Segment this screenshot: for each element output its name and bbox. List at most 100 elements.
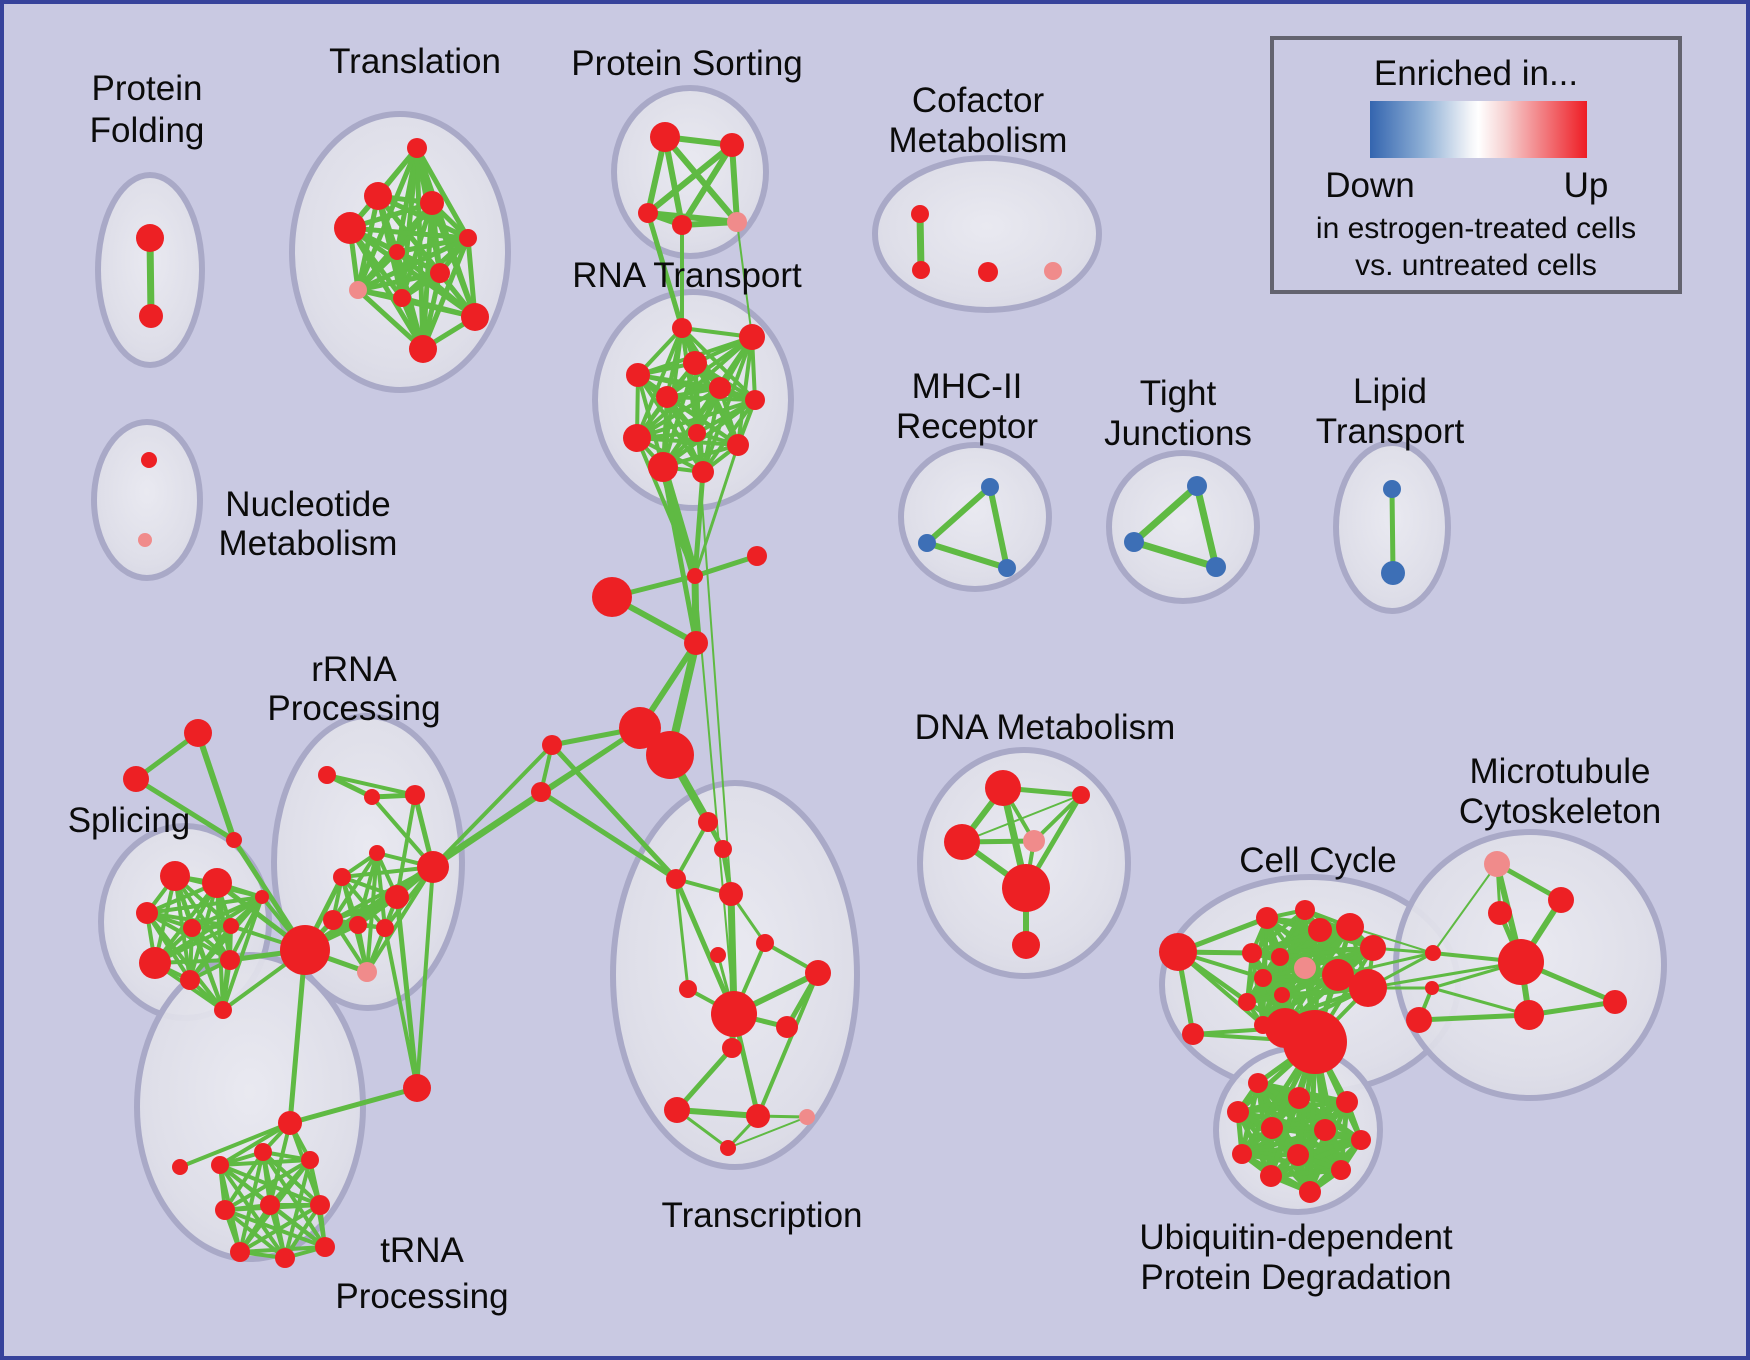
node-cn2[interactable] bbox=[403, 1074, 431, 1102]
node-ps5[interactable] bbox=[727, 212, 747, 232]
node-ub10[interactable] bbox=[1331, 1160, 1351, 1180]
node-x1[interactable] bbox=[184, 719, 212, 747]
node-d6[interactable] bbox=[1012, 931, 1040, 959]
node-hub[interactable] bbox=[280, 925, 330, 975]
node-r2[interactable] bbox=[364, 789, 380, 805]
node-rt10[interactable] bbox=[727, 434, 749, 456]
node-cc3[interactable] bbox=[1256, 907, 1278, 929]
node-s3[interactable] bbox=[136, 902, 158, 924]
node-ps3[interactable] bbox=[638, 203, 658, 223]
node-r1[interactable] bbox=[318, 766, 336, 784]
node-cc6[interactable] bbox=[1336, 913, 1364, 941]
node-rt4[interactable] bbox=[683, 351, 707, 375]
node-cf1[interactable] bbox=[911, 205, 929, 223]
node-tr4[interactable] bbox=[719, 882, 743, 906]
node-s4[interactable] bbox=[183, 919, 201, 937]
node-ub11[interactable] bbox=[1260, 1165, 1282, 1187]
node-tr3[interactable] bbox=[666, 869, 686, 889]
node-lp1[interactable] bbox=[1383, 480, 1401, 498]
node-c3[interactable] bbox=[747, 546, 767, 566]
node-u11[interactable] bbox=[230, 1242, 250, 1262]
node-rt1[interactable] bbox=[672, 318, 692, 338]
node-mt3[interactable] bbox=[1488, 901, 1512, 925]
node-c2[interactable] bbox=[687, 568, 703, 584]
node-r10[interactable] bbox=[376, 919, 394, 937]
node-tr5[interactable] bbox=[756, 934, 774, 952]
node-cc12[interactable] bbox=[1322, 959, 1354, 991]
node-mt8[interactable] bbox=[1425, 945, 1441, 961]
node-u10[interactable] bbox=[310, 1195, 330, 1215]
node-t2[interactable] bbox=[364, 182, 392, 210]
node-n1[interactable] bbox=[141, 452, 157, 468]
node-c1[interactable] bbox=[592, 577, 632, 617]
node-pf2[interactable] bbox=[139, 304, 163, 328]
node-rt9[interactable] bbox=[688, 424, 706, 442]
node-s10[interactable] bbox=[214, 1001, 232, 1019]
node-x3[interactable] bbox=[226, 832, 242, 848]
node-pf1[interactable] bbox=[136, 224, 164, 252]
node-u9[interactable] bbox=[260, 1195, 280, 1215]
node-tj3[interactable] bbox=[1206, 557, 1226, 577]
node-cc7[interactable] bbox=[1360, 935, 1386, 961]
node-s9[interactable] bbox=[220, 950, 240, 970]
node-cc2[interactable] bbox=[1182, 1023, 1204, 1045]
node-r6[interactable] bbox=[333, 868, 351, 886]
node-d3[interactable] bbox=[944, 824, 980, 860]
node-d5[interactable] bbox=[1002, 864, 1050, 912]
node-tj1[interactable] bbox=[1187, 476, 1207, 496]
node-cc5[interactable] bbox=[1308, 918, 1332, 942]
node-tr1[interactable] bbox=[698, 812, 718, 832]
node-s2[interactable] bbox=[202, 868, 232, 898]
node-tr14[interactable] bbox=[799, 1109, 815, 1125]
node-ub6[interactable] bbox=[1314, 1119, 1336, 1141]
node-t7[interactable] bbox=[430, 263, 450, 283]
node-t10[interactable] bbox=[461, 303, 489, 331]
node-mt4[interactable] bbox=[1498, 939, 1544, 985]
node-tr10[interactable] bbox=[776, 1016, 798, 1038]
node-u7[interactable] bbox=[301, 1151, 319, 1169]
node-t6[interactable] bbox=[389, 244, 405, 260]
node-r7[interactable] bbox=[385, 885, 409, 909]
node-u6[interactable] bbox=[254, 1143, 272, 1161]
node-u8[interactable] bbox=[215, 1200, 235, 1220]
node-r8[interactable] bbox=[323, 910, 343, 930]
node-m1[interactable] bbox=[981, 478, 999, 496]
node-cf2[interactable] bbox=[912, 261, 930, 279]
node-m3[interactable] bbox=[998, 559, 1016, 577]
node-cc4[interactable] bbox=[1295, 900, 1315, 920]
node-cc15[interactable] bbox=[1274, 987, 1290, 1003]
node-s7[interactable] bbox=[139, 947, 171, 979]
node-tr9[interactable] bbox=[711, 991, 757, 1037]
node-cc14[interactable] bbox=[1238, 993, 1256, 1011]
node-rt5[interactable] bbox=[656, 386, 678, 408]
node-cf3[interactable] bbox=[978, 262, 998, 282]
node-cc13[interactable] bbox=[1349, 969, 1387, 1007]
node-tr11[interactable] bbox=[722, 1038, 742, 1058]
node-r9[interactable] bbox=[349, 916, 367, 934]
node-ub3[interactable] bbox=[1336, 1091, 1358, 1113]
node-ps2[interactable] bbox=[720, 133, 744, 157]
node-tr2[interactable] bbox=[714, 840, 732, 858]
node-cc9[interactable] bbox=[1271, 948, 1289, 966]
node-c7[interactable] bbox=[542, 735, 562, 755]
node-d2[interactable] bbox=[1072, 786, 1090, 804]
node-rt3[interactable] bbox=[626, 363, 650, 387]
node-c4[interactable] bbox=[684, 631, 708, 655]
node-t8[interactable] bbox=[349, 281, 367, 299]
node-r5[interactable] bbox=[417, 851, 449, 883]
node-mt7[interactable] bbox=[1406, 1007, 1432, 1033]
node-mt6[interactable] bbox=[1603, 990, 1627, 1014]
node-rt6[interactable] bbox=[709, 377, 731, 399]
node-ub8[interactable] bbox=[1232, 1144, 1252, 1164]
node-s8[interactable] bbox=[180, 970, 200, 990]
node-ub4[interactable] bbox=[1227, 1101, 1249, 1123]
node-u5[interactable] bbox=[211, 1156, 229, 1174]
node-c6[interactable] bbox=[646, 731, 694, 779]
node-x2[interactable] bbox=[123, 766, 149, 792]
node-cf4[interactable] bbox=[1044, 262, 1062, 280]
node-r11[interactable] bbox=[357, 962, 377, 982]
node-t11[interactable] bbox=[409, 335, 437, 363]
node-ub9[interactable] bbox=[1287, 1144, 1309, 1166]
node-t4[interactable] bbox=[334, 212, 366, 244]
node-rt11[interactable] bbox=[648, 452, 678, 482]
